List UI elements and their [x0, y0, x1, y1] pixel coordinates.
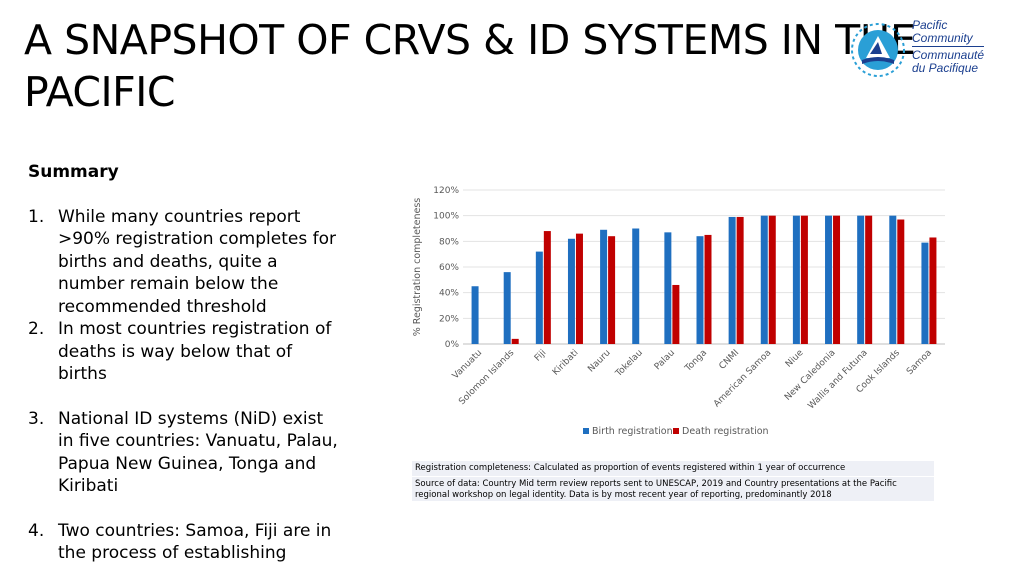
x-tick-label: Tonga	[683, 348, 709, 374]
bar-birth	[792, 215, 800, 344]
y-tick-label: 40%	[439, 289, 459, 299]
bar-death	[704, 234, 712, 344]
logo-emblem-icon	[851, 23, 905, 77]
bar-birth	[825, 215, 833, 344]
x-tick-label: CNMI	[718, 348, 742, 372]
y-tick-label: 80%	[439, 237, 459, 247]
note-source: Source of data: Country Mid term review …	[412, 477, 934, 501]
y-tick-label: 120%	[433, 186, 459, 196]
page-title: A SNAPSHOT OF CRVS & ID SYSTEMS IN THE P…	[24, 16, 916, 116]
summary-list: 1. While many countries report >90% regis…	[28, 206, 338, 565]
bar-birth	[600, 229, 608, 344]
legend-swatch	[583, 428, 589, 434]
bar-death	[897, 219, 905, 344]
bar-death	[736, 216, 744, 344]
bar-death	[768, 215, 776, 344]
bar-birth	[696, 236, 704, 344]
bar-birth	[728, 216, 736, 344]
x-tick-label: Niue	[784, 348, 806, 370]
note-definition: Registration completeness: Calculated as…	[412, 461, 934, 476]
bar-death	[543, 231, 551, 344]
x-tick-label: Palau	[653, 348, 677, 372]
summary-heading: Summary	[28, 162, 119, 182]
y-tick-label: 100%	[433, 212, 459, 222]
registration-bar-chart: 0% 20% 40% 60% 80% 100% 120% % Registration com…	[412, 186, 945, 437]
bar-birth	[889, 215, 897, 344]
y-tick-label: 20%	[439, 314, 459, 324]
bar-birth	[857, 215, 865, 344]
logo-text: Pacific Community Communauté du Pacifiqu…	[912, 18, 985, 75]
summary-item-3: 3. National ID systems (NiD) exist in fiv…	[28, 408, 338, 497]
bar-death	[929, 237, 937, 344]
summary-panel: Summary 1. While many countries report >9…	[28, 161, 338, 565]
bar-death	[575, 233, 583, 344]
bar-birth	[664, 232, 672, 344]
bar-death	[672, 284, 680, 344]
x-tick-label: Fiji	[533, 348, 549, 364]
legend-label: Birth registration	[592, 426, 673, 437]
summary-item-2: 2. In most countries registration of deat…	[28, 319, 332, 384]
summary-item-1: 1. While many countries report >90% regis…	[28, 206, 336, 317]
x-tick-label: Vanuatu	[451, 348, 484, 381]
x-tick-label: Kiribati	[551, 348, 581, 378]
x-tick-label: Samoa	[905, 348, 934, 377]
bar-birth	[503, 272, 511, 344]
y-tick-label: 0%	[445, 340, 460, 350]
bar-death	[833, 215, 841, 344]
bar-death	[608, 236, 616, 344]
x-tick-label: Nauru	[586, 348, 612, 374]
bar-birth	[921, 242, 929, 344]
bar-birth	[535, 251, 543, 344]
x-tick-label: Tokelau	[613, 348, 645, 380]
chart-notes: Registration completeness: Calculated as…	[412, 461, 934, 501]
bar-birth	[471, 286, 479, 344]
legend-label: Death registration	[682, 426, 769, 437]
bar-death	[511, 338, 519, 344]
x-tick-label: American Samoa	[712, 348, 773, 409]
summary-item-4: 4. Two countries: Samoa, Fiji are in the …	[28, 520, 332, 564]
bar-birth	[632, 228, 640, 344]
x-tick-label: Wallis and Futuna	[806, 348, 869, 411]
bar-birth	[760, 215, 768, 344]
legend-swatch	[673, 428, 679, 434]
bar-death	[865, 215, 873, 344]
y-tick-label: 60%	[439, 263, 459, 273]
x-tick-label: Solomon Islands	[457, 348, 516, 407]
bar-birth	[567, 238, 575, 344]
y-axis-label: % Registration completeness	[412, 198, 423, 337]
bar-death	[800, 215, 808, 344]
pacific-community-logo: Pacific Community Communauté du Pacifiqu…	[848, 14, 1018, 90]
